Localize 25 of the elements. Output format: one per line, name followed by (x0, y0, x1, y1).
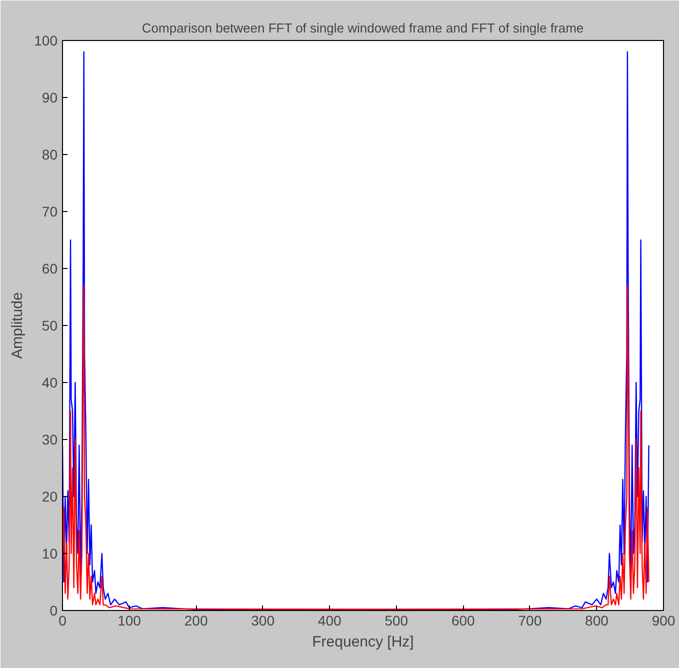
line-series (62, 285, 650, 610)
line-series (62, 51, 650, 610)
y-tick-label: 0 (50, 602, 58, 618)
y-tick-label: 40 (42, 374, 58, 390)
y-tick-label: 90 (42, 90, 58, 106)
x-tick-label: 500 (384, 612, 408, 628)
y-tick-label: 70 (42, 204, 58, 220)
x-tick-label: 800 (585, 612, 609, 628)
y-tick-label: 100 (34, 32, 58, 48)
x-tick-label: 200 (184, 612, 208, 628)
x-tick-label: 400 (318, 612, 342, 628)
x-tick-label: 100 (118, 612, 142, 628)
y-tick-label: 30 (42, 432, 58, 448)
x-tick-label: 600 (451, 612, 476, 628)
y-tick-label: 80 (42, 146, 58, 162)
y-tick-label: 50 (42, 318, 58, 334)
x-tick-label: 300 (251, 612, 275, 628)
y-tick-label: 60 (42, 260, 58, 276)
x-tick-label: 700 (518, 612, 542, 628)
x-axis-title: Frequency [Hz] (312, 634, 414, 650)
y-tick-label: 20 (42, 488, 58, 504)
x-tick-label: 900 (652, 612, 676, 628)
y-axis-title: Amplitude (9, 292, 26, 359)
chart-title: Comparison between FFT of single windowed frame and FFT of single frame (142, 20, 584, 36)
y-tick-label: 10 (42, 546, 58, 562)
